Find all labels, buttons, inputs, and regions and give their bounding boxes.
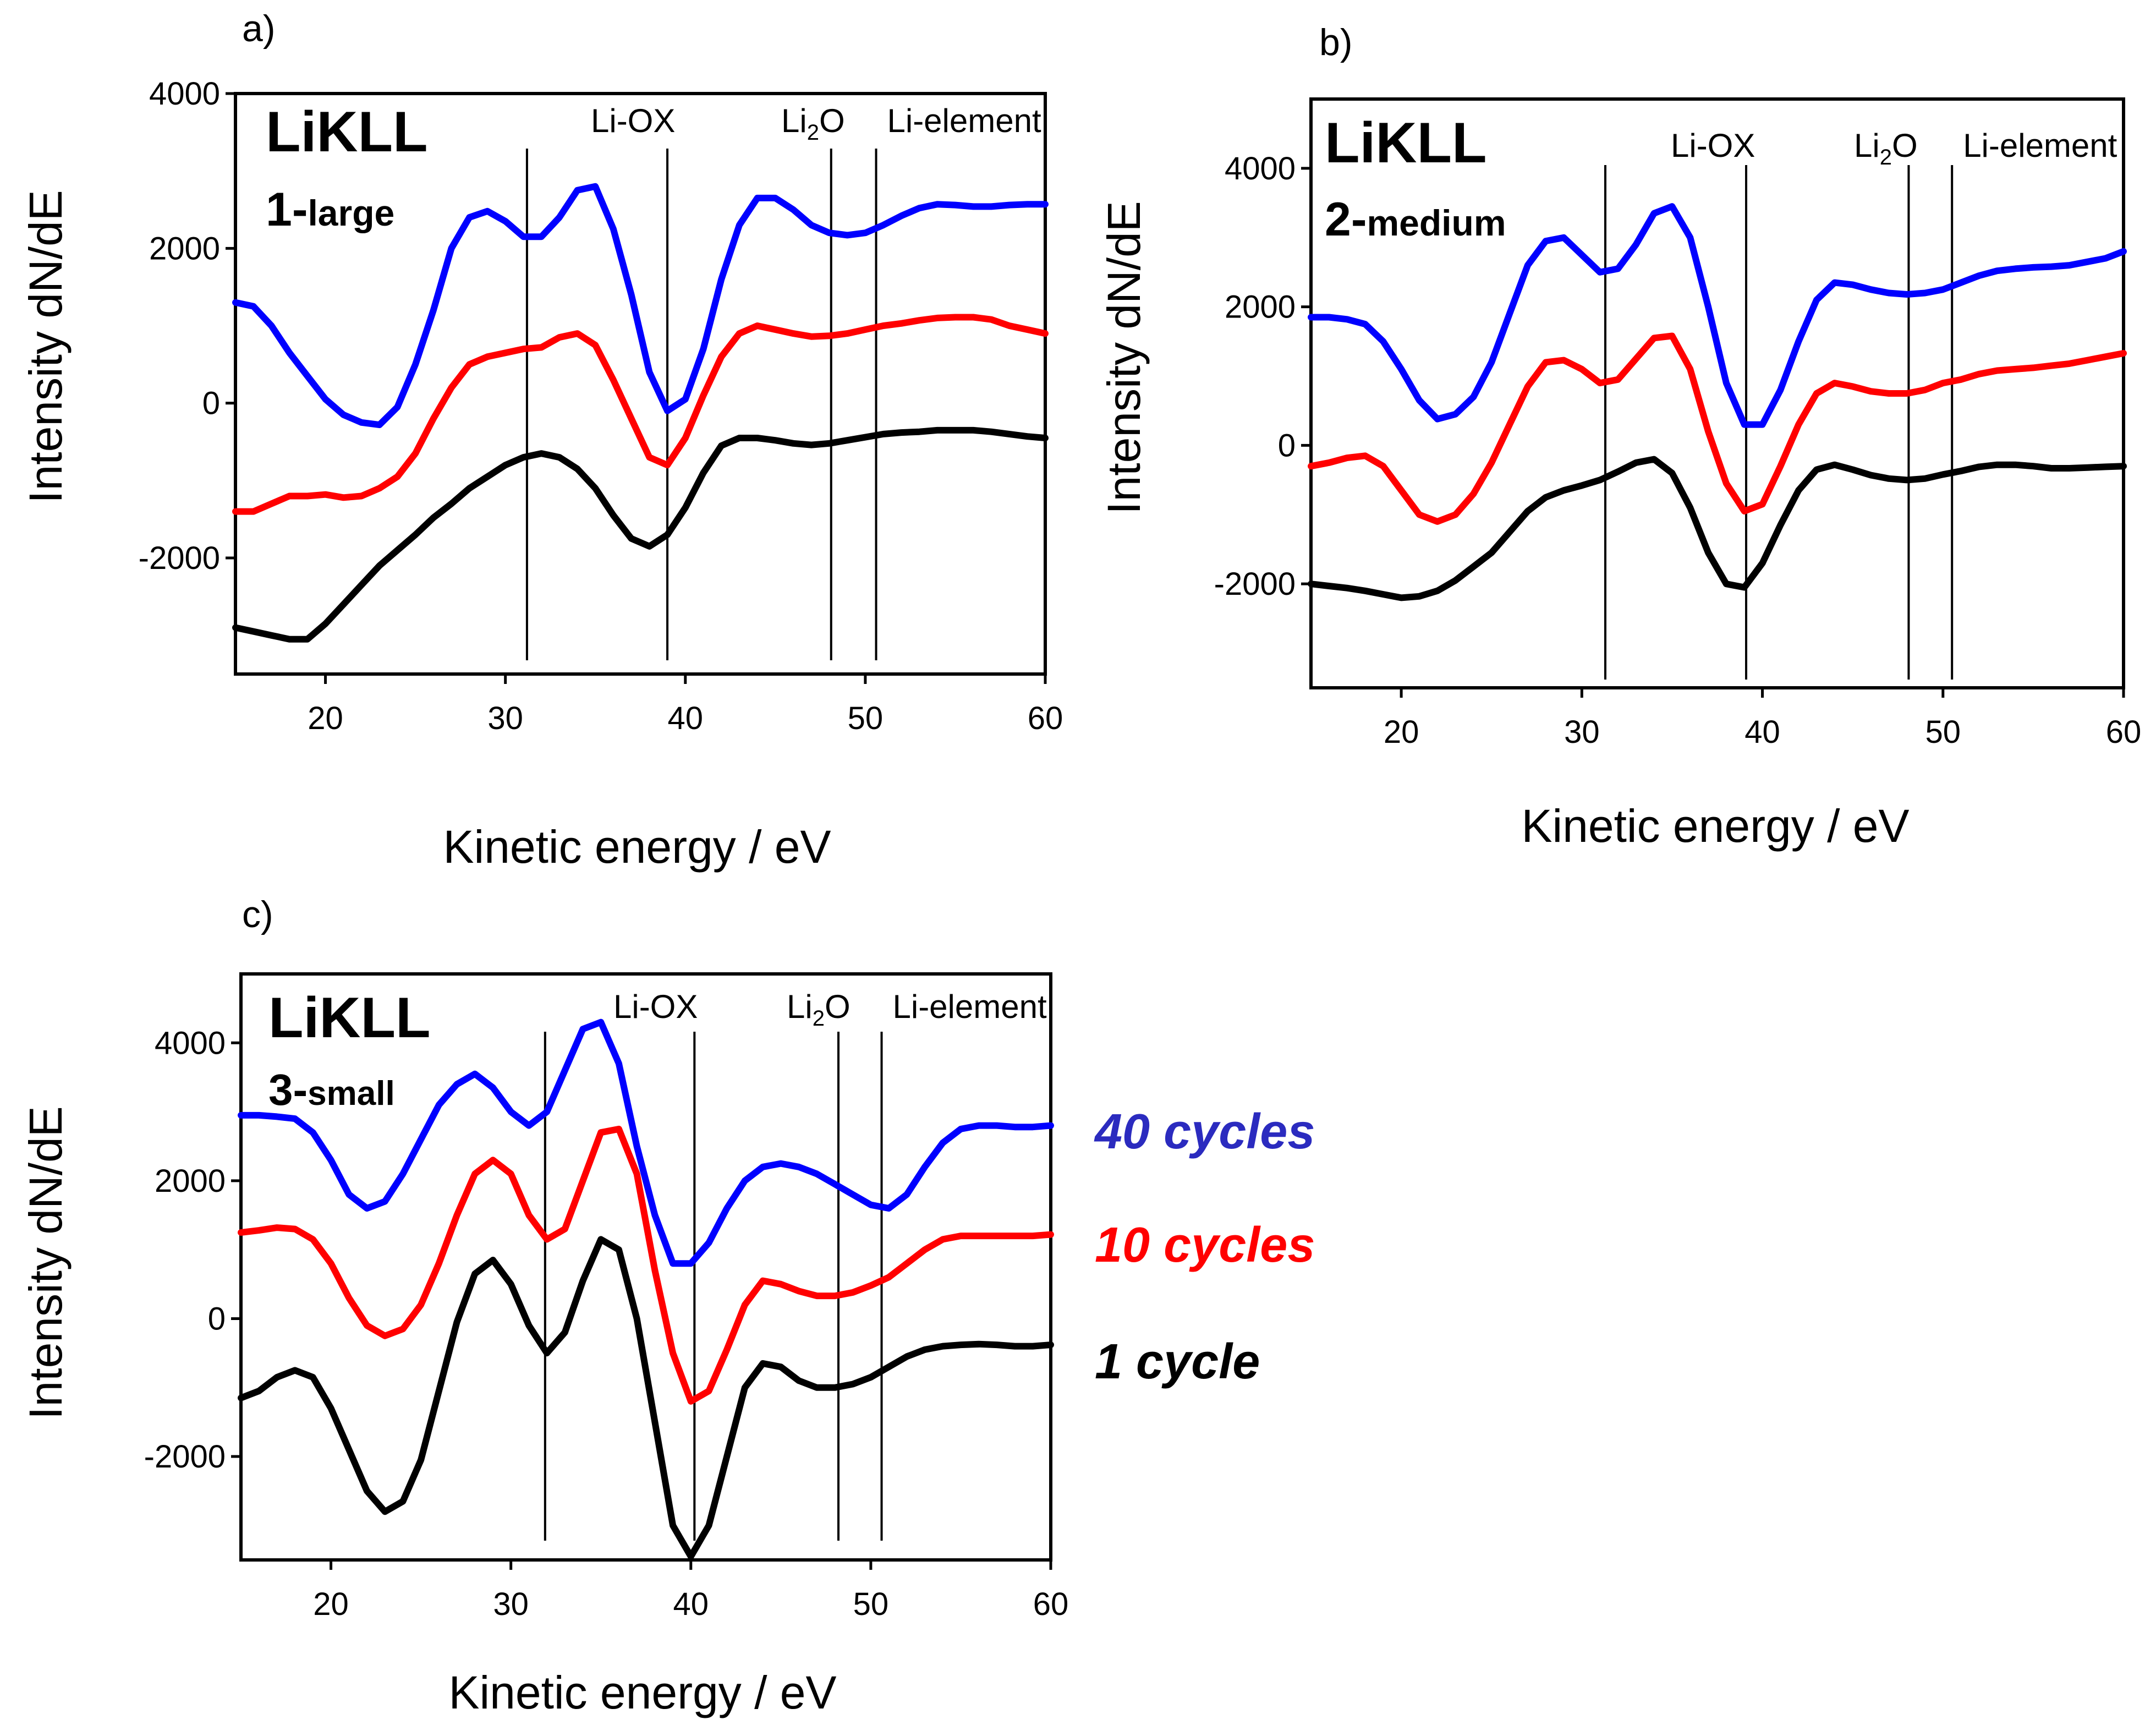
panel-b-subtitle: 2-medium xyxy=(1325,193,1506,246)
panel-b-xtick-label: 30 xyxy=(1564,714,1600,750)
panel-c-ref-label-li2o: Li2O xyxy=(787,988,851,1031)
panel-b-ylabel: Intensity dN/dE xyxy=(1098,201,1150,514)
panel-a-subtitle-word: large xyxy=(308,193,394,233)
panel-b-ref-label-li-ox: Li-OX xyxy=(1671,127,1755,164)
panel-a-ylabel: Intensity dN/dE xyxy=(20,190,72,503)
panel-a-ytick-label: 2000 xyxy=(149,231,220,266)
panel-a-subtitle-num: 1- xyxy=(266,183,308,236)
panel-c-ref-label-li-ox: Li-OX xyxy=(613,988,698,1025)
panel-a-xtick-label: 40 xyxy=(668,700,704,736)
panel-a-label: a) xyxy=(242,8,275,50)
panel-c-subtitle-word: small xyxy=(308,1075,395,1113)
panel-c-subtitle-num: 3- xyxy=(268,1065,308,1114)
panel-b-subtitle-word: medium xyxy=(1367,202,1506,243)
panel-c-series-1-cycle xyxy=(238,1236,1054,1560)
panel-c-ytick-label: 0 xyxy=(208,1301,226,1337)
panel-c-title: LiKLL xyxy=(268,986,431,1050)
panel-b-series-40-cycles xyxy=(1308,203,2127,428)
panel-c-xlabel: Kinetic energy / eV xyxy=(448,1667,836,1718)
panel-a-ytick-label: 0 xyxy=(202,386,220,421)
panel-a-series-10-cycles xyxy=(232,314,1049,515)
panel-a: a) Intensity dN/dE Kinetic energy / eV 2… xyxy=(20,8,1063,873)
panel-c-xtick-label: 30 xyxy=(493,1586,529,1622)
panel-c-series-10-cycles xyxy=(238,1125,1054,1405)
panel-a-xtick-label: 20 xyxy=(308,700,343,736)
panel-b-ytick-label: 0 xyxy=(1278,428,1296,463)
panel-a-ref-label-li2o: Li2O xyxy=(781,102,845,145)
legend-item-10-cycles: 10 cycles xyxy=(1095,1218,1315,1273)
panel-b: b) Intensity dN/dE Kinetic energy / eV 2… xyxy=(1098,21,2141,852)
panel-a-ref-label-li-ox: Li-OX xyxy=(591,102,675,139)
panel-b-series-1-cycle xyxy=(1308,456,2127,601)
panel-c-ref-label-li-element: Li-element xyxy=(893,988,1047,1025)
panel-b-plot: 20 30 40 50 60 -2000 0 2000 4000 Li-OX Li2O Li-elem… xyxy=(1214,97,2142,750)
panel-c-xtick-label: 20 xyxy=(313,1586,349,1622)
panel-a-xlabel: Kinetic energy / eV xyxy=(443,821,831,873)
panel-b-xlabel: Kinetic energy / eV xyxy=(1521,800,1909,852)
panel-c-xtick-label: 40 xyxy=(673,1586,709,1622)
panel-b-subtitle-num: 2- xyxy=(1325,193,1367,246)
panel-c-ytick-label: 4000 xyxy=(155,1025,226,1061)
panel-c-xtick-label: 50 xyxy=(853,1586,889,1622)
panel-a-xtick-label: 50 xyxy=(848,700,884,736)
panel-b-ytick-label: 4000 xyxy=(1225,151,1296,187)
panel-b-xtick-label: 60 xyxy=(2106,714,2142,750)
panel-c-ytick-label: -2000 xyxy=(144,1439,226,1475)
legend-item-40-cycles: 40 cycles xyxy=(1095,1104,1315,1159)
panel-c-xtick-label: 60 xyxy=(1033,1586,1069,1622)
panel-a-plot-frame xyxy=(234,92,1047,676)
panel-a-subtitle: 1-large xyxy=(266,183,394,236)
panel-b-title: LiKLL xyxy=(1325,111,1487,175)
panel-b-ref-label-li2o: Li2O xyxy=(1854,127,1918,169)
panel-c-subtitle: 3-small xyxy=(268,1065,395,1114)
panel-c-plot-frame xyxy=(239,972,1052,1562)
panel-b-ytick-label: -2000 xyxy=(1214,566,1296,602)
panel-c-plot: 20 30 40 50 60 -2000 0 2000 4000 Li-OX Li2O Li-elem… xyxy=(144,972,1069,1622)
panel-a-ref-label-li-element: Li-element xyxy=(887,102,1041,139)
panel-a-ytick-label: -2000 xyxy=(139,540,220,576)
panel-b-xtick-label: 40 xyxy=(1744,714,1780,750)
panel-a-ytick-label: 4000 xyxy=(149,76,220,112)
panel-b-xtick-label: 20 xyxy=(1384,714,1419,750)
panel-a-series-40-cycles xyxy=(232,183,1049,429)
panel-a-series-1-cycle xyxy=(232,426,1049,643)
panel-a-xtick-label: 30 xyxy=(487,700,523,736)
panel-a-title: LiKLL xyxy=(266,100,428,164)
panel-b-ref-label-li-element: Li-element xyxy=(1963,127,2117,164)
panel-c-ytick-label: 2000 xyxy=(155,1163,226,1199)
panel-c-ylabel: Intensity dN/dE xyxy=(20,1106,72,1420)
panel-b-xtick-label: 50 xyxy=(1925,714,1961,750)
panel-c-series-40-cycles xyxy=(238,1018,1054,1267)
panel-a-xtick-label: 60 xyxy=(1028,700,1063,736)
panel-b-series-10-cycles xyxy=(1308,332,2127,525)
panel-b-ytick-label: 2000 xyxy=(1225,289,1296,325)
panel-c: c) Intensity dN/dE Kinetic energy / eV 2… xyxy=(20,894,1068,1718)
panel-c-label: c) xyxy=(242,894,273,935)
legend-item-1-cycle: 1 cycle xyxy=(1095,1334,1260,1389)
panel-b-plot-frame xyxy=(1309,97,2125,689)
panel-b-label: b) xyxy=(1319,21,1352,63)
panel-a-plot: 20 30 40 50 60 -2000 0 2000 4000 Li-OX Li2O Li-elem… xyxy=(139,76,1063,736)
